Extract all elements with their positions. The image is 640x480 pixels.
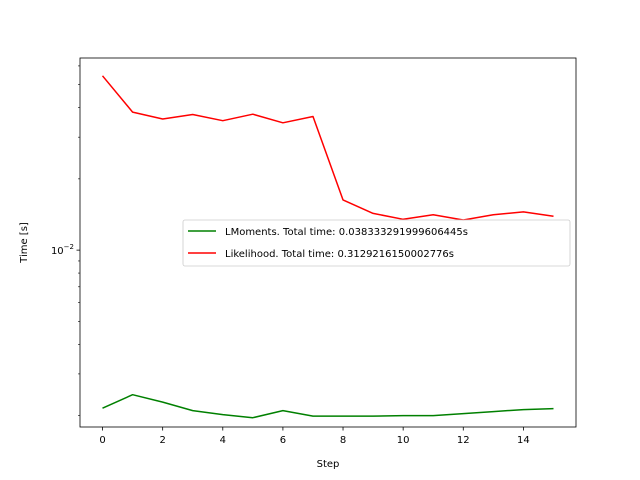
series-line-0 — [102, 393, 554, 419]
legend-label-likelihood: Likelihood. Total time: 0.31292161500027… — [225, 249, 454, 260]
x-axis-label: Step — [317, 459, 340, 470]
x-tick-label: 12 — [457, 435, 470, 446]
legend-box — [182, 219, 571, 267]
x-tick-label: 8 — [340, 435, 346, 446]
plot-area-frame — [79, 57, 577, 428]
series-layer — [101, 75, 554, 419]
x-axis-ticks: 0 2 4 6 8 10 12 14 — [99, 427, 530, 446]
x-tick-label: 0 — [99, 435, 105, 446]
legend: LMoments. Total time: 0.0383332919996064… — [182, 219, 571, 267]
y-axis-major-tick: 10−2 — [51, 243, 80, 257]
x-tick-label: 10 — [397, 435, 410, 446]
x-tick-label: 6 — [280, 435, 286, 446]
series-line-1 — [101, 75, 554, 221]
x-tick-label: 2 — [159, 435, 165, 446]
legend-label-lmoments: LMoments. Total time: 0.0383332919996064… — [225, 227, 468, 238]
y-axis-label: Time [s] — [19, 222, 30, 264]
y-tick-label-base: 10 — [51, 246, 64, 257]
y-tick-label-exponent: −2 — [64, 243, 74, 251]
x-tick-label: 14 — [517, 435, 530, 446]
x-tick-label: 4 — [220, 435, 226, 446]
y-tick-label: 10−2 — [51, 243, 74, 257]
